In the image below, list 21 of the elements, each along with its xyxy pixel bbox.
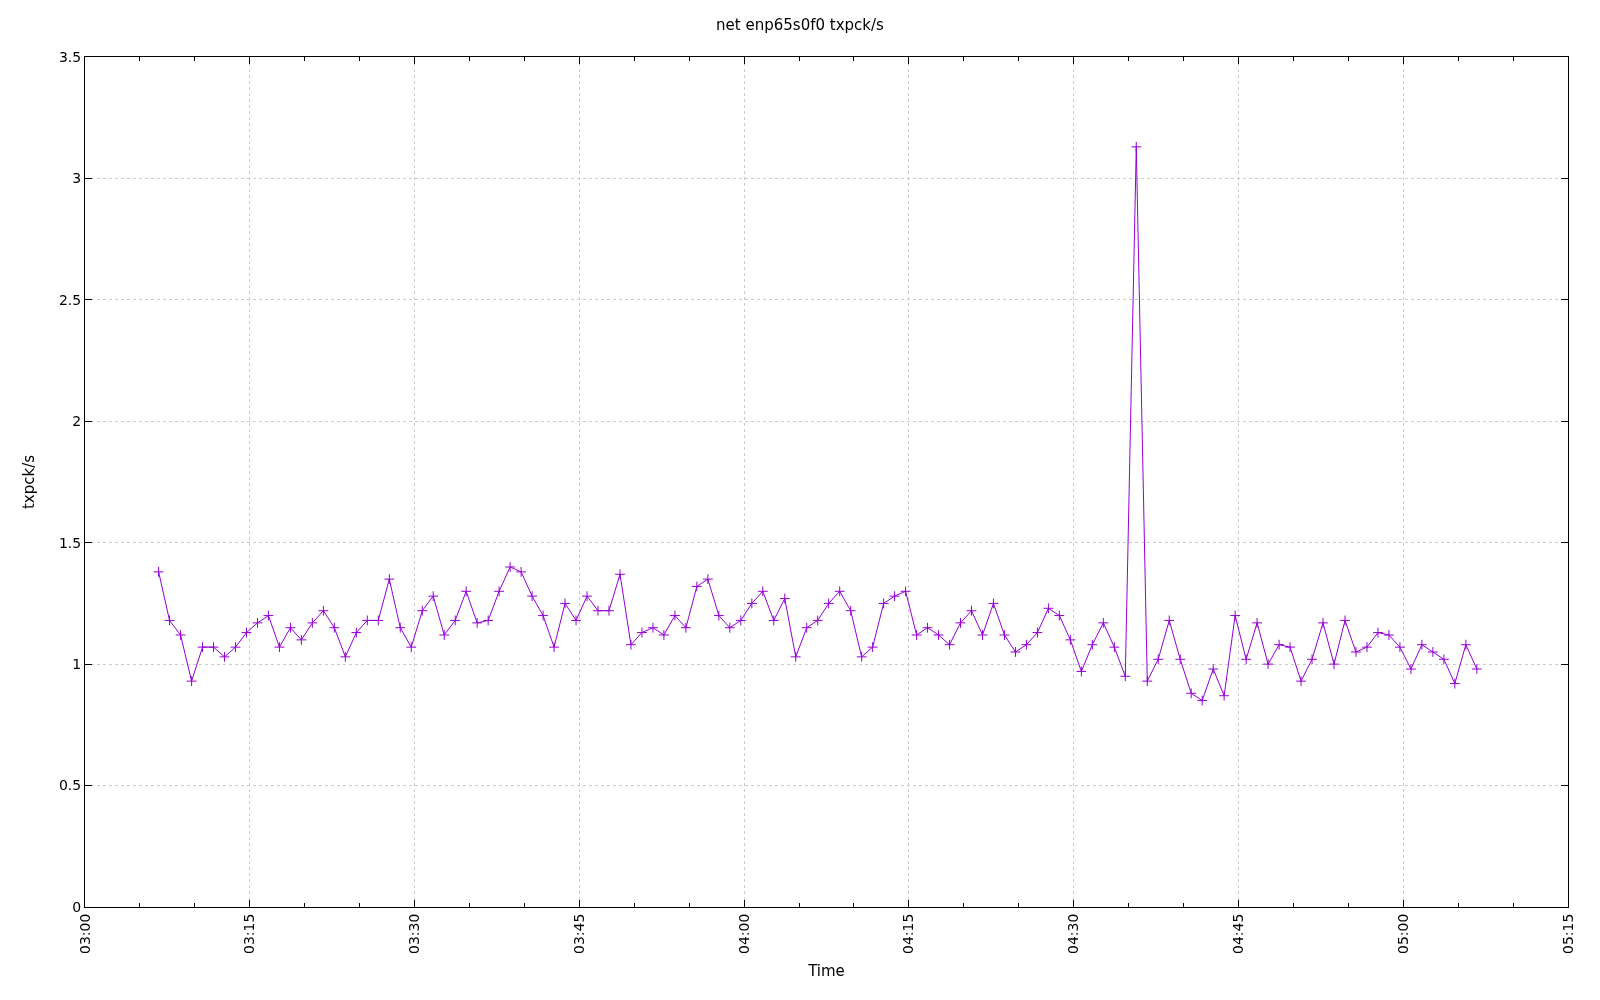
x-tick-label: 03:00 — [76, 913, 93, 954]
x-tick-label: 04:45 — [1229, 913, 1246, 954]
x-tick-label: 03:45 — [570, 913, 587, 954]
chart-title: net enp65s0f0 txpck/s — [716, 16, 885, 35]
x-tick-label: 05:15 — [1559, 913, 1576, 954]
y-tick-label: 1.5 — [58, 534, 82, 551]
y-axis-title: txpck/s — [20, 454, 39, 510]
x-tick-label: 04:30 — [1065, 913, 1082, 954]
x-tick-label: 05:00 — [1394, 913, 1411, 954]
y-tick-label: 3 — [72, 170, 82, 187]
x-tick-label: 03:15 — [241, 913, 258, 954]
x-axis-title: Time — [807, 961, 845, 980]
y-tick-label: 0.5 — [58, 777, 82, 794]
y-tick-label: 2 — [72, 413, 82, 430]
y-tick-label: 0 — [72, 898, 82, 915]
x-tick-label: 03:30 — [406, 913, 423, 954]
y-tick-label: 1 — [72, 656, 82, 673]
y-tick-label: 3.5 — [58, 48, 82, 65]
y-tick-label: 2.5 — [58, 291, 82, 308]
x-tick-label: 04:15 — [900, 913, 917, 954]
x-tick-label: 04:00 — [735, 913, 752, 954]
